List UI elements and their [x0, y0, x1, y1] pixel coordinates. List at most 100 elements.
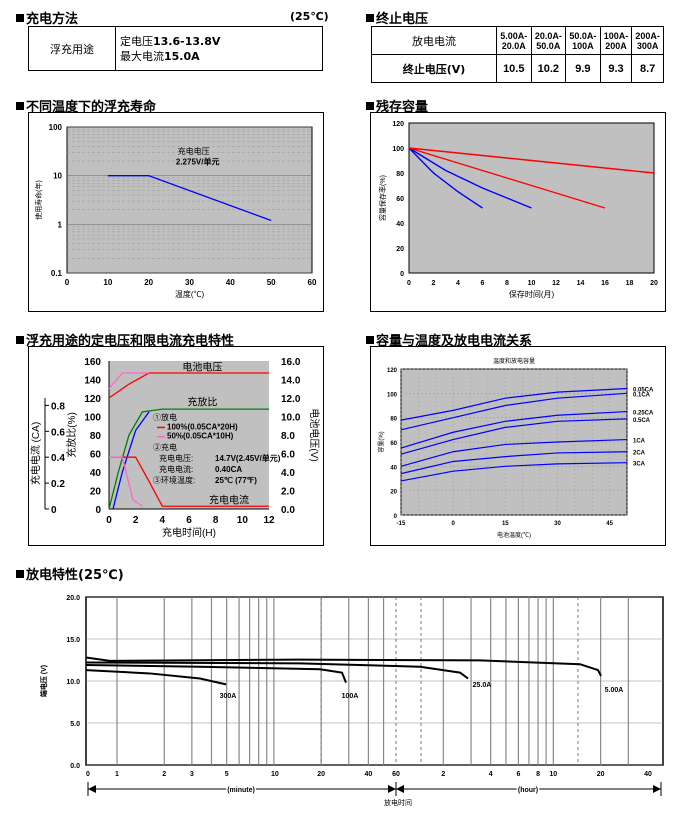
capacity-temp-line — [400, 392, 628, 431]
y-tick-label: 0 — [95, 505, 101, 516]
cutoff-title: 终止电压 — [366, 8, 428, 27]
x-tick-label: 8 — [505, 280, 509, 287]
y-right-tick-label: 8.0 — [281, 431, 295, 442]
series-label: 100A — [342, 693, 359, 700]
cutoff-table: 放电电流 5.00A- 20.0A 20.0A- 50.0A 50.0A- 100A … — [371, 26, 664, 83]
y-tick-label: 60 — [390, 441, 397, 447]
legend-current: 充电电流: — [159, 464, 193, 474]
float-life-panel: 0.1 1 10 100 0 10 20 30 40 50 60 温度(℃) 使用寿命(年) 充电电压 2.… — [28, 112, 324, 312]
x-tick-label: 20 — [144, 278, 153, 287]
discharge-curve — [85, 661, 469, 680]
x-tick-label: 12 — [263, 515, 275, 526]
series-label: 2CA — [633, 451, 646, 457]
series-label: 0.5CA — [633, 418, 651, 424]
y-tick-label: 10 — [53, 172, 62, 181]
y-right-tick-label: 6.0 — [281, 450, 295, 461]
x-tick-label: 45 — [606, 521, 613, 527]
capacity-temp-line — [400, 410, 628, 449]
y-ca-tick-label: 0.4 — [51, 453, 65, 464]
legend-discharge: ①放电 — [153, 412, 177, 422]
x-axis-label: 充电时间(H) — [162, 526, 216, 539]
y-tick-label: 10.0 — [66, 679, 80, 686]
y-axis-label: 容量保存率(%) — [378, 175, 387, 221]
capacity-temp-line — [400, 438, 628, 467]
arrow-head — [653, 785, 661, 793]
capacity-temp-line — [400, 451, 628, 475]
x-tick-label: 4 — [489, 771, 493, 778]
x-tick-label: 20 — [317, 771, 325, 778]
x-axis-label: 放电时间 — [384, 798, 412, 807]
voltage-label: 电池电压 — [182, 360, 222, 373]
current-label: 充电电流 — [209, 493, 249, 506]
x-tick-label: 0 — [65, 278, 70, 287]
series-label: 0.25CA — [633, 411, 654, 417]
x-tick-label: -15 — [397, 521, 406, 527]
legend-50: 50%(0.05CA*10H) — [167, 432, 234, 441]
series-label: 0.05CA — [633, 387, 654, 393]
capacity-line — [408, 147, 483, 209]
x-tick-label: 60 — [392, 771, 400, 778]
charge-method-table: 浮充用途 定电压13.6-13.8V 最大电流15.0A — [28, 26, 323, 71]
arrow-head — [396, 785, 404, 793]
x-tick-label: 12 — [552, 280, 560, 287]
x-axis-label: 温度(℃) — [175, 289, 205, 299]
y-right-tick-label: 14.0 — [281, 376, 301, 387]
y-right-tick-label: 12.0 — [281, 394, 301, 405]
y-right-tick-label: 10.0 — [281, 413, 301, 424]
y-tick-label: 0.0 — [70, 763, 80, 770]
discharge-curve — [85, 669, 227, 686]
y-tick-label: 5.0 — [70, 721, 80, 728]
capacity-line — [408, 147, 655, 174]
float-life-chart: 0.1 1 10 100 0 10 20 30 40 50 60 温度(℃) 使用寿命(年) 充电电压2.… — [34, 123, 317, 299]
residual-title: 残存容量 — [366, 96, 428, 115]
charge-char-title: 浮充用途的定电压和限电流充电特性 — [16, 330, 234, 349]
legend-current-value: 0.40CA — [215, 465, 242, 474]
x-tick-label: 18 — [626, 280, 634, 287]
y-tick-label: 20 — [90, 487, 102, 498]
usage-cell: 浮充用途 — [28, 26, 116, 71]
float-life-title: 不同温度下的浮充寿命 — [16, 96, 156, 115]
x-tick-label: 2 — [162, 771, 166, 778]
x-tick-label: 14 — [577, 280, 585, 287]
discharge-curve — [85, 656, 602, 677]
voltage-label-cell: 终止电压(V) — [371, 54, 497, 83]
cap-temp-title: 容量与温度及放电电流关系 — [366, 330, 532, 349]
capacity-temp-line — [400, 418, 628, 455]
voltage-cell: 8.7 — [631, 54, 664, 83]
y-tick-label: 20 — [396, 246, 404, 253]
y-tick-label: 40 — [90, 468, 102, 479]
x-axis-label: 保存时间(月) — [509, 289, 555, 299]
x-tick-label: 3 — [190, 771, 194, 778]
current-cell: 100A- 200A — [599, 26, 633, 55]
charge-method-title: 充电方法 — [16, 8, 78, 27]
unit-minute: (minute) — [227, 787, 255, 794]
y-pct-axis-label: 充放比(%) — [65, 412, 78, 458]
ratio-line-50 — [112, 411, 150, 510]
plot-area — [408, 122, 655, 274]
x-tick-label: 6 — [481, 280, 485, 287]
y-tick-label: 120 — [84, 394, 101, 405]
y-tick-label: 60 — [90, 450, 102, 461]
legend-temp: ③环境温度: — [153, 475, 195, 485]
cap-temp-panel: 温度和放电容量 0 20 40 60 80 100 120 -15 0 15 30 45 电池温度(℃) 容… — [370, 346, 666, 546]
y-tick-label: 0 — [400, 271, 404, 278]
x-axis-label: 电池温度(℃) — [497, 531, 531, 539]
series-label: 0.1CA — [633, 392, 651, 398]
series-label: 3CA — [633, 462, 646, 468]
y-tick-label: 20.0 — [66, 595, 80, 602]
ratio-line — [108, 408, 269, 510]
y-ca-tick-label: 0 — [51, 505, 57, 516]
x-tick-label: 10 — [528, 280, 536, 287]
series-label: 1CA — [633, 439, 646, 445]
capacity-temp-line — [400, 462, 628, 482]
x-tick-label: 40 — [644, 771, 652, 778]
capacity-temp-line — [400, 387, 628, 421]
legend-voltage: 充电电压: — [159, 453, 193, 463]
discharge-curve — [85, 664, 347, 684]
charge-temp-label: (25℃) — [290, 10, 329, 23]
y-v-axis-label: 电池电压(V) — [308, 408, 321, 461]
y-right-tick-label: 0.0 — [281, 505, 295, 516]
arrow-head — [388, 785, 396, 793]
x-tick-label: 2 — [432, 280, 436, 287]
